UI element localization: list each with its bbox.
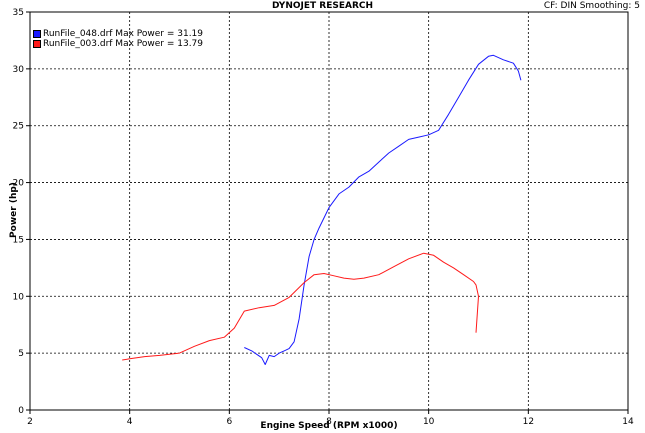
legend-label: RunFile_003.drf Max Power = 13.79 bbox=[43, 39, 204, 49]
legend-item: RunFile_048.drf Max Power = 31.19 bbox=[33, 29, 203, 39]
legend: RunFile_048.drf Max Power = 31.19 RunFil… bbox=[33, 29, 203, 49]
x-tick-label: 8 bbox=[326, 417, 332, 427]
plot-area bbox=[29, 11, 629, 411]
x-tick-label: 4 bbox=[127, 417, 133, 427]
y-tick-label: 35 bbox=[13, 8, 24, 18]
y-tick-label: 30 bbox=[13, 65, 25, 75]
x-tick-label: 12 bbox=[523, 417, 534, 427]
x-tick-label: 6 bbox=[226, 417, 232, 427]
legend-swatch-blue bbox=[33, 30, 41, 38]
x-tick-label: 2 bbox=[27, 417, 33, 427]
x-tick-label: 14 bbox=[622, 417, 634, 427]
y-tick-label: 10 bbox=[13, 292, 25, 302]
correction-factor-info: CF: DIN Smoothing: 5 bbox=[543, 1, 640, 11]
y-tick-label: 20 bbox=[13, 179, 25, 189]
legend-swatch-red bbox=[33, 40, 41, 48]
y-tick-label: 25 bbox=[13, 122, 24, 132]
x-axis-label: Engine Speed (RPM x1000) bbox=[260, 421, 398, 431]
y-tick-label: 0 bbox=[18, 406, 24, 416]
y-tick-label: 5 bbox=[18, 349, 24, 359]
chart-title: DYNOJET RESEARCH bbox=[271, 1, 374, 11]
x-tick-label: 10 bbox=[423, 417, 435, 427]
series-line-runfile-003 bbox=[122, 252, 479, 361]
legend-label: RunFile_048.drf Max Power = 31.19 bbox=[43, 29, 204, 39]
legend-item: RunFile_003.drf Max Power = 13.79 bbox=[33, 39, 203, 49]
series-line-runfile-048 bbox=[244, 54, 522, 365]
y-axis-label: Power (hp) bbox=[9, 182, 19, 238]
y-tick-label: 15 bbox=[13, 235, 24, 245]
